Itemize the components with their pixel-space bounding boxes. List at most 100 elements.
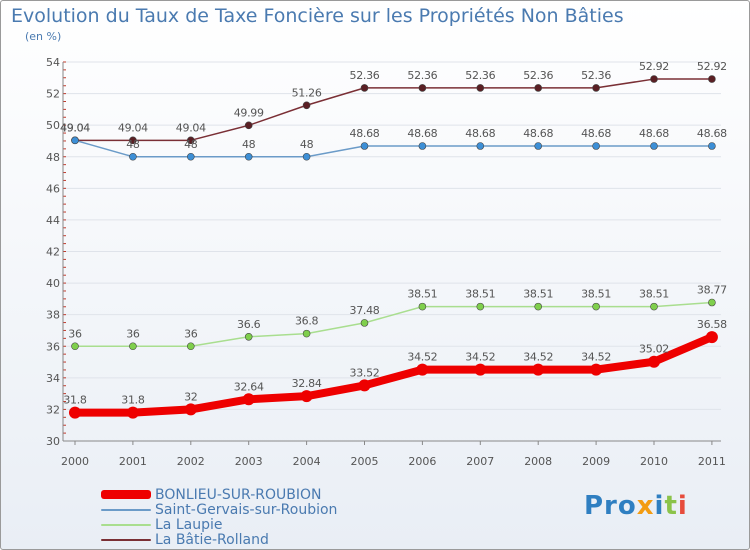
data-label: 52.36 <box>523 69 553 82</box>
data-point <box>532 363 545 376</box>
data-label: 48.68 <box>407 127 437 140</box>
data-point <box>650 302 658 311</box>
data-label: 48.68 <box>350 127 380 140</box>
legend-item: Saint-Gervais-sur-Roubion <box>101 502 337 518</box>
data-label: 36.6 <box>237 318 261 331</box>
data-label: 52.92 <box>639 60 669 73</box>
data-point <box>187 136 195 145</box>
x-tick-label: 2008 <box>524 455 552 468</box>
data-point <box>708 142 716 150</box>
data-label: 38.51 <box>581 288 611 301</box>
data-label: 32.84 <box>292 377 322 390</box>
data-point <box>476 142 485 150</box>
data-point <box>534 84 543 92</box>
data-label: 35.02 <box>639 343 669 356</box>
data-point <box>129 136 137 145</box>
data-label: 48 <box>242 138 256 151</box>
y-tick-label: 46 <box>46 182 60 195</box>
data-label: 38.51 <box>407 288 437 301</box>
data-point <box>650 75 658 83</box>
data-point <box>71 136 79 145</box>
data-label: 36 <box>126 327 140 340</box>
data-point <box>534 302 543 311</box>
series-line <box>71 333 716 417</box>
data-label: 31.8 <box>121 394 145 407</box>
legend-label: BONLIEU-SUR-ROUBION <box>155 486 322 503</box>
data-label: 49.04 <box>60 121 90 134</box>
data-point <box>592 142 600 150</box>
data-label: 49.04 <box>176 121 206 134</box>
data-point <box>71 342 79 351</box>
data-point <box>244 121 253 130</box>
data-labels: 31.8 31.8 32 32.64 32.84 33.52 34.52 34.52 34.52… <box>60 60 727 407</box>
chart-title: Evolution du Taux de Taxe Foncière sur l… <box>11 5 624 27</box>
series-line <box>74 78 713 142</box>
data-point <box>476 84 485 92</box>
data-point <box>650 142 658 150</box>
x-tick-label: 2000 <box>61 455 89 468</box>
data-label: 34.52 <box>407 351 437 364</box>
data-point <box>708 75 716 83</box>
data-point <box>126 406 139 419</box>
data-point <box>302 152 311 161</box>
x-tick-label: 2010 <box>640 455 668 468</box>
axes: 30 32 34 36 38 40 42 44 46 48 50 52 54 2000 2001 2002 20… <box>46 56 726 468</box>
y-tick-label: 50 <box>46 119 60 132</box>
data-label: 36.8 <box>295 315 319 328</box>
x-tick-label: 2011 <box>698 455 726 468</box>
logo-part: Pro <box>584 491 637 521</box>
data-point <box>244 152 253 161</box>
x-tick-label: 2006 <box>408 455 436 468</box>
data-label: 38.77 <box>697 284 727 297</box>
data-point <box>242 393 255 406</box>
data-label: 34.52 <box>523 351 553 364</box>
data-point <box>592 84 600 92</box>
x-tick-label: 2005 <box>351 455 379 468</box>
data-label: 52.92 <box>697 60 727 73</box>
y-unit-label: (en %) <box>25 30 62 43</box>
data-point <box>590 363 603 376</box>
data-label: 37.48 <box>350 304 380 317</box>
data-label: 34.52 <box>581 351 611 364</box>
data-label: 48 <box>184 138 198 151</box>
data-label: 34.52 <box>465 351 495 364</box>
legend: BONLIEU-SUR-ROUBION Saint-Gervais-sur-Rou… <box>101 486 337 548</box>
data-point <box>648 355 660 368</box>
data-label: 52.36 <box>581 69 611 82</box>
data-label: 31.8 <box>63 394 87 407</box>
data-label: 48.68 <box>581 127 611 140</box>
data-point <box>708 298 716 307</box>
data-point <box>358 379 371 392</box>
data-point <box>244 332 253 341</box>
y-tick-label: 52 <box>46 88 60 101</box>
data-point <box>184 403 197 416</box>
data-label: 52.36 <box>407 69 437 82</box>
data-point <box>360 142 369 150</box>
y-tick-label: 54 <box>46 56 60 69</box>
legend-item: BONLIEU-SUR-ROUBION <box>101 486 337 503</box>
x-tick-label: 2001 <box>119 455 147 468</box>
series-group <box>69 75 718 419</box>
logo-part: i <box>677 491 688 521</box>
data-point <box>302 101 311 110</box>
logo-part: x <box>636 491 655 521</box>
data-point <box>416 363 429 376</box>
legend-label: La Laupie <box>155 516 223 533</box>
data-label: 36.58 <box>697 318 727 331</box>
legend-swatch <box>101 490 151 499</box>
data-point <box>534 142 543 150</box>
data-label: 32.64 <box>234 380 264 393</box>
data-point <box>129 342 137 351</box>
grid-lines <box>63 61 721 442</box>
y-tick-label: 30 <box>46 435 60 448</box>
data-point <box>129 152 137 161</box>
data-label: 48.68 <box>465 127 495 140</box>
data-label: 49.04 <box>60 121 90 134</box>
data-point <box>592 302 600 311</box>
data-point <box>418 302 427 311</box>
y-tick-label: 34 <box>46 372 60 385</box>
data-point <box>418 142 427 150</box>
data-label: 38.51 <box>639 288 669 301</box>
